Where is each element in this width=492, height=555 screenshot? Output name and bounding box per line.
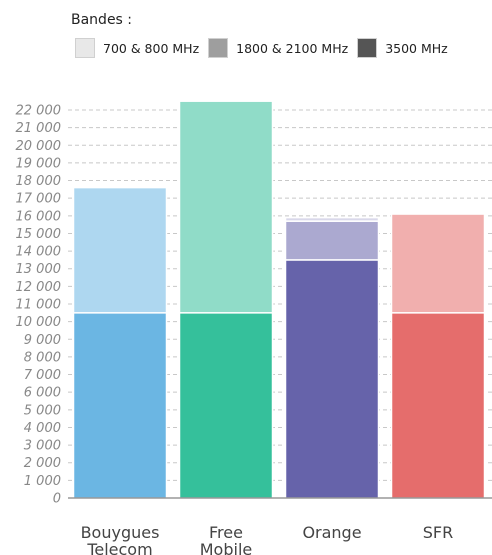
legend-label: 1800 & 2100 MHz [236,40,349,56]
legend-item-3500: 3500 MHz [357,38,448,58]
legend-swatch [75,38,95,58]
legend-swatch [208,38,229,58]
legend-label: 3500 MHz [385,40,448,56]
x-tick-label: Orange [302,523,361,542]
y-tick-label: 9 000 [24,333,61,348]
y-tick-label: 10 000 [16,315,62,330]
y-tick-label: 18 000 [16,174,62,189]
y-tick-label: 5 000 [24,403,61,418]
bar-segment [390,213,486,314]
y-tick-label: 2 000 [24,456,61,471]
y-tick-label: 11 000 [16,298,62,313]
bar-segment [178,100,274,314]
legend-item-700-800: 700 & 800 MHz [75,38,199,58]
bar-segment [72,186,168,314]
x-tick-label: SFR [423,523,453,542]
x-tick-label: Free Mobile [200,523,252,555]
y-tick-label: 15 000 [16,227,62,242]
x-tick-label: Bouygues Telecom [81,523,160,555]
y-tick-label: 4 000 [24,421,61,436]
y-tick-label: 19 000 [16,156,62,171]
legend-swatch [357,38,378,58]
y-tick-label: 0 [53,492,61,507]
legend: 700 & 800 MHz 1800 & 2100 MHz 3500 MHz [75,37,457,59]
bar-segment [390,312,486,499]
legend-label: 700 & 800 MHz [103,40,200,56]
y-tick-label: 12 000 [16,280,62,295]
y-tick-label: 7 000 [24,368,61,383]
y-tick-label: 21 000 [16,121,62,136]
y-tick-label: 6 000 [24,386,61,401]
y-tick-label: 22 000 [16,104,62,119]
bar-segment [284,216,380,222]
bar-segment [284,259,380,499]
legend-item-1800-2100: 1800 & 2100 MHz [208,38,348,58]
y-tick-label: 8 000 [24,350,61,365]
legend-title: Bandes : [71,12,133,28]
y-tick-label: 3 000 [24,439,61,454]
y-tick-label: 1 000 [24,474,61,489]
y-tick-label: 17 000 [16,192,62,207]
bar-segment [178,312,274,499]
bar-segment [72,312,168,499]
y-tick-label: 20 000 [16,139,62,154]
y-tick-label: 13 000 [16,262,62,277]
bar-segment [284,220,380,261]
y-tick-label: 16 000 [16,209,62,224]
y-tick-label: 14 000 [16,245,62,260]
